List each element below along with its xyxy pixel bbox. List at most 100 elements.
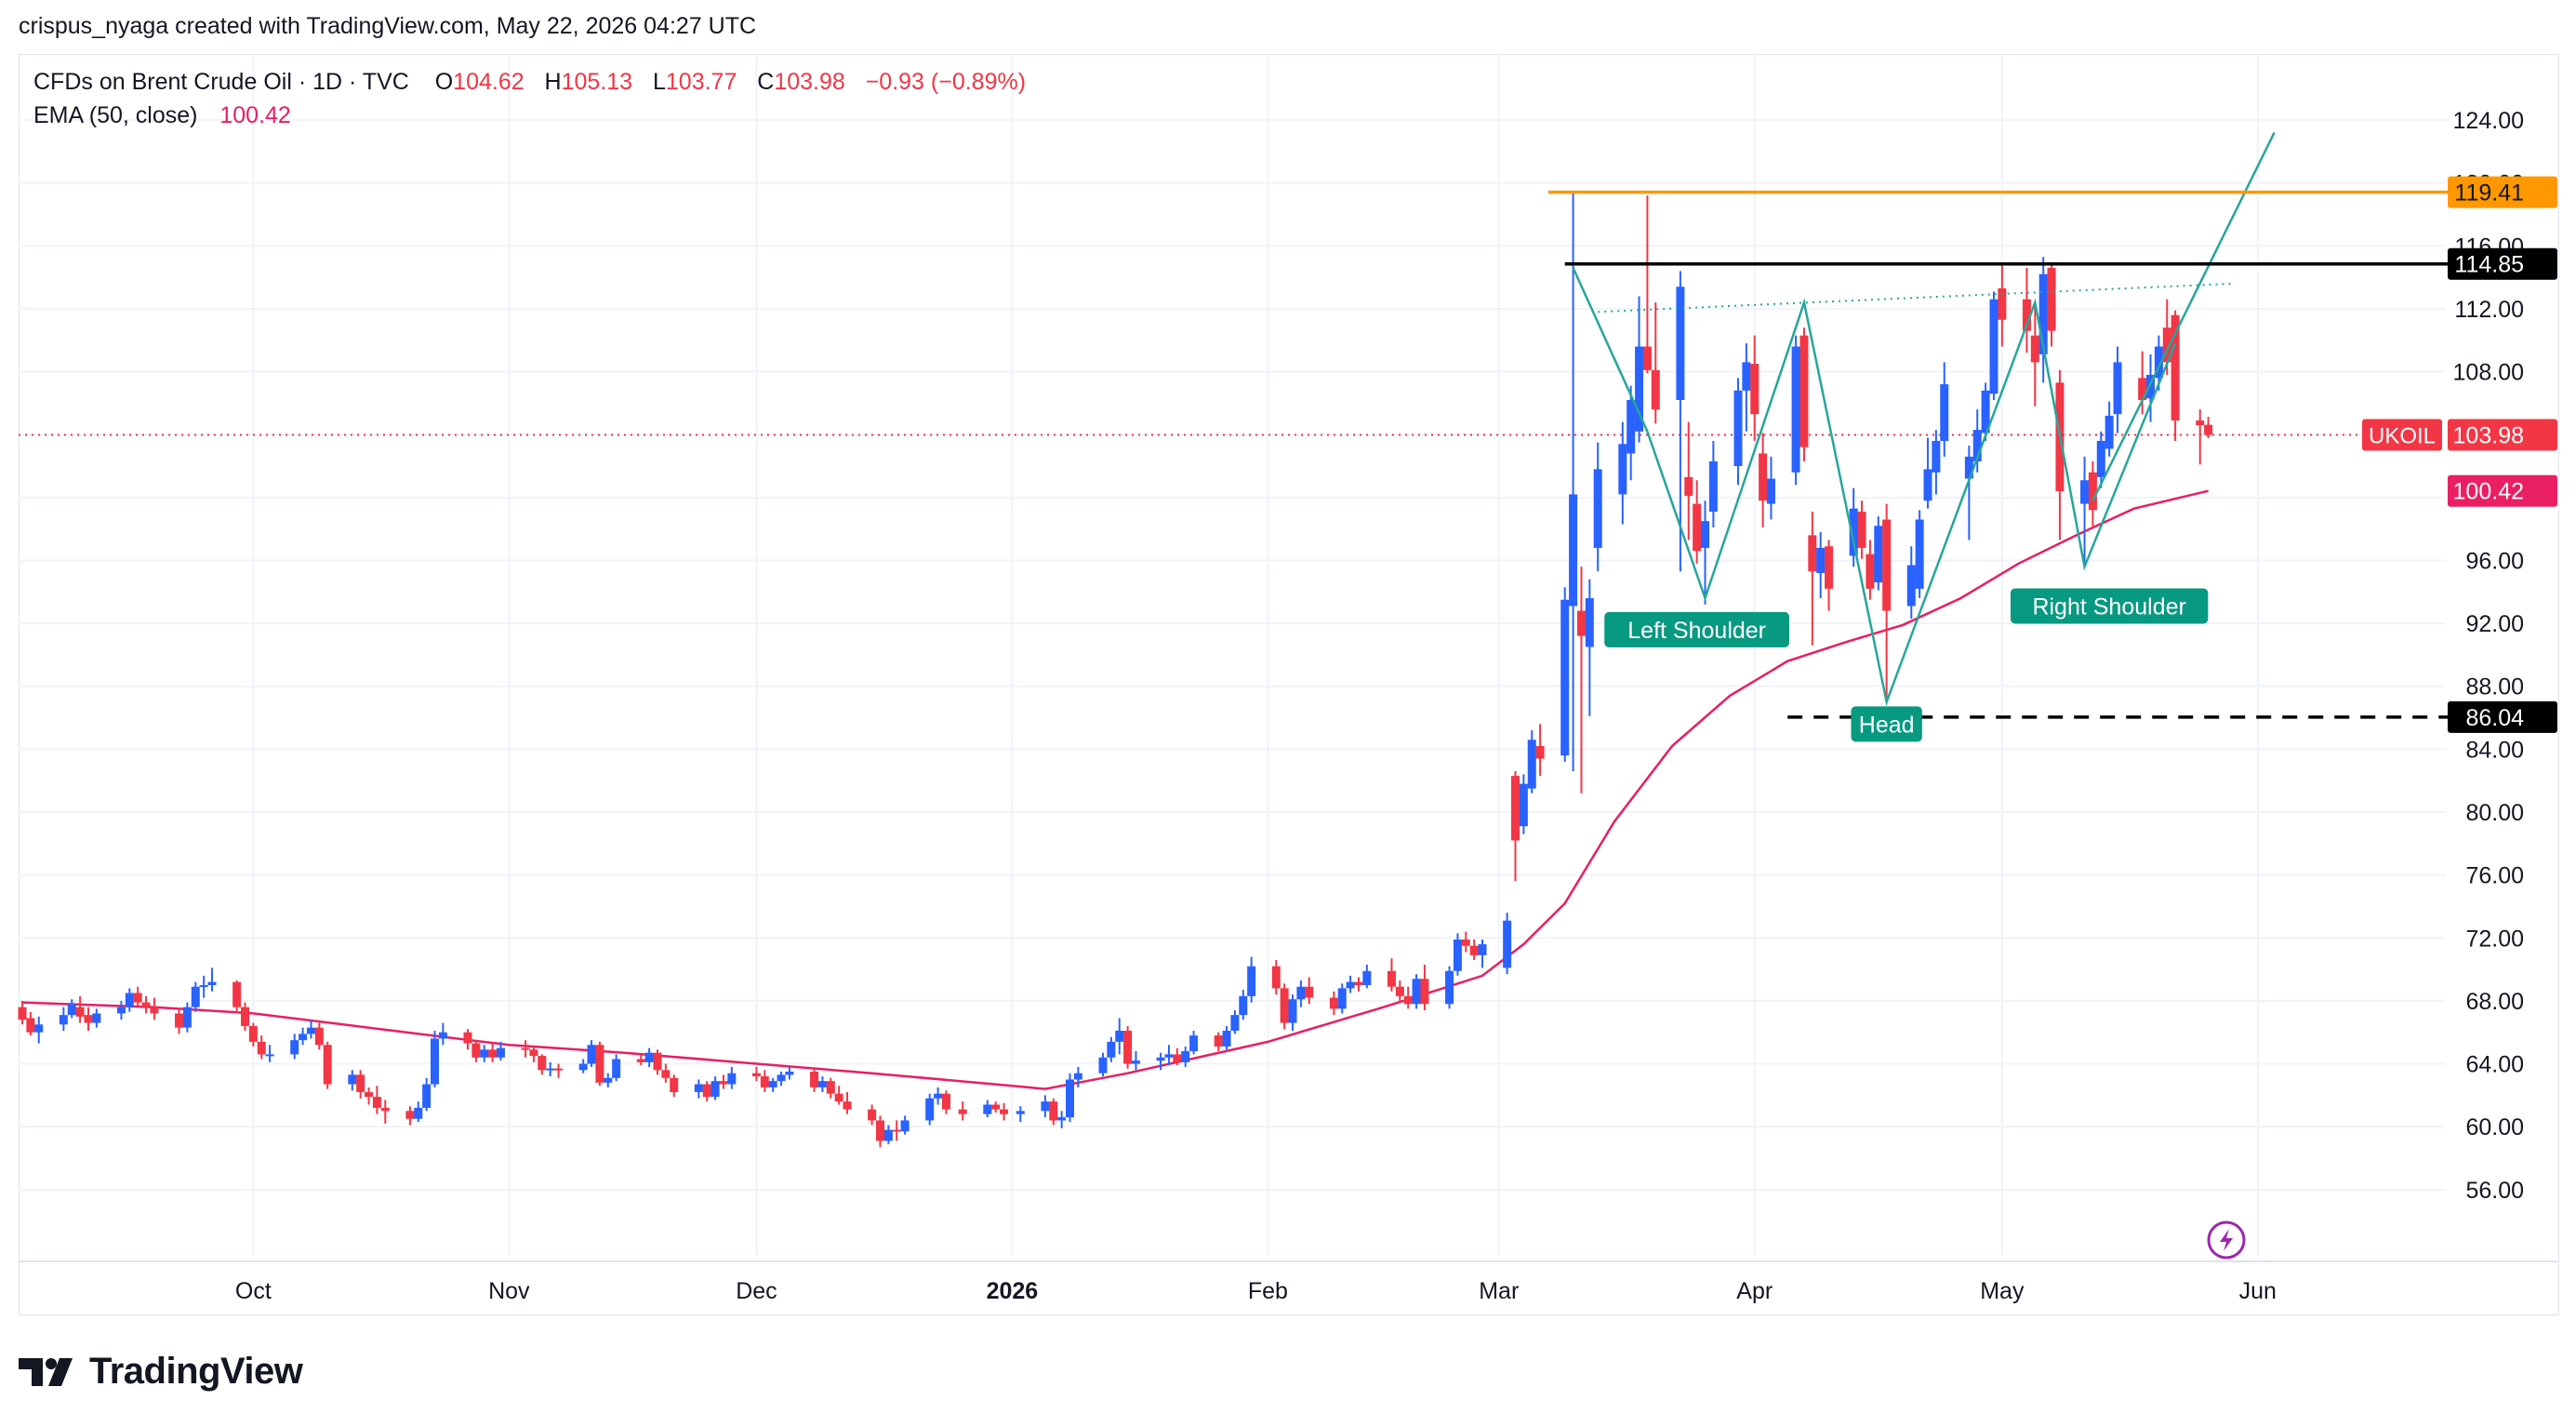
candle-body: [1519, 783, 1528, 827]
candle: [1288, 994, 1297, 1032]
candle-body: [1230, 1015, 1240, 1032]
price-tag: 119.41: [2448, 176, 2557, 208]
candle-body: [1825, 546, 1834, 589]
price-tag-value: 119.41: [2454, 180, 2524, 207]
candle-body: [727, 1073, 737, 1085]
close-value: 103.98: [774, 69, 845, 95]
candle-body: [348, 1074, 357, 1085]
candle-body: [834, 1093, 843, 1102]
price-tick-label: 60.00: [2465, 1114, 2524, 1140]
candle: [2096, 431, 2105, 488]
pattern-label[interactable]: Right Shoulder: [2010, 588, 2209, 624]
candle: [1123, 1025, 1133, 1069]
candle: [958, 1101, 967, 1121]
price-tag-bg: [2448, 247, 2557, 280]
price-tick-label: 56.00: [2465, 1178, 2524, 1204]
tradingview-logo[interactable]: TradingView: [19, 1351, 303, 1393]
candle: [1684, 421, 1693, 540]
candle-body: [1346, 981, 1355, 989]
candle-body: [365, 1091, 374, 1098]
candle-body: [1469, 945, 1479, 955]
candle: [240, 1002, 249, 1032]
candle: [1115, 1018, 1124, 1055]
candle: [1098, 1052, 1108, 1077]
change-value: −0.93 (−0.89%): [865, 69, 1027, 95]
candle-body: [2171, 314, 2180, 420]
candle-body: [1923, 469, 1932, 501]
candle: [900, 1115, 910, 1135]
candle-body: [983, 1104, 992, 1114]
candle: [257, 1035, 266, 1060]
candle: [1535, 724, 1545, 777]
ema-label[interactable]: EMA (50, close): [33, 102, 198, 128]
pattern-label[interactable]: Head: [1851, 706, 1922, 742]
candle: [1107, 1036, 1116, 1062]
candle-body: [777, 1074, 786, 1082]
candle-body: [372, 1097, 381, 1108]
candle-body: [2022, 299, 2031, 331]
price-tag-value: 114.85: [2454, 252, 2524, 278]
pattern-label-text: Left Shoulder: [1627, 618, 1766, 644]
candle: [1742, 343, 1751, 432]
candle-body: [843, 1101, 852, 1110]
candle-body: [1651, 369, 1660, 410]
lightning-icon[interactable]: [2207, 1220, 2246, 1260]
pattern-label[interactable]: Left Shoulder: [1604, 611, 1790, 647]
candle: [1478, 939, 1487, 968]
candle-body: [431, 1038, 440, 1085]
candle: [1627, 385, 1636, 481]
candle-body: [1627, 399, 1636, 454]
low-label: L: [652, 69, 666, 95]
candle: [636, 1054, 645, 1066]
candle-body: [521, 1047, 530, 1050]
candle-body: [612, 1059, 621, 1078]
candle-body: [1816, 547, 1826, 573]
price-chart[interactable]: Left Shoulder Head Right Shoulder 56.00 60.…: [0, 0, 2576, 1321]
price-tick-label: 68.00: [2465, 989, 2524, 1015]
candle: [496, 1041, 505, 1061]
candle: [1337, 983, 1347, 1014]
high-value: 105.13: [561, 69, 633, 95]
symbol-name[interactable]: CFDs on Brent Crude Oil · 1D · TVC: [33, 69, 409, 95]
candle-body: [414, 1107, 423, 1119]
candle: [2022, 267, 2031, 353]
candle-body: [2138, 378, 2147, 400]
candle-body: [1222, 1031, 1231, 1047]
price-tick-label: 88.00: [2465, 674, 2524, 700]
candle-body: [785, 1072, 794, 1075]
price-tag-bg: [2448, 419, 2557, 451]
candle-body: [405, 1111, 415, 1119]
candle-body: [934, 1093, 943, 1099]
candle-body: [116, 1007, 126, 1014]
candle-body: [240, 1007, 249, 1026]
candle: [2196, 409, 2205, 465]
candle-body: [75, 1007, 85, 1017]
candle-body: [1791, 346, 1800, 473]
candle: [1560, 587, 1570, 762]
candle-body: [760, 1076, 769, 1087]
candle-body: [1932, 440, 1941, 473]
candle-body: [290, 1040, 299, 1055]
candle-body: [1280, 988, 1289, 1023]
candles: [18, 192, 2213, 1148]
candle: [883, 1125, 893, 1144]
candle: [1453, 933, 1462, 976]
candle-body: [1478, 944, 1487, 955]
price-tag: 100.42: [2448, 474, 2557, 507]
candle: [843, 1091, 852, 1114]
candle: [1000, 1102, 1009, 1121]
candle: [1766, 456, 1775, 520]
candle-body: [1989, 299, 1998, 394]
candle: [1759, 433, 1768, 527]
candle-body: [1527, 740, 1536, 789]
candle-body: [702, 1084, 711, 1098]
candle-body: [1849, 508, 1858, 556]
chart-panel[interactable]: [19, 54, 2559, 1315]
pattern-label-bg: [1851, 706, 1922, 742]
candle: [1651, 302, 1660, 424]
candle: [710, 1076, 720, 1100]
candle-body: [1915, 519, 1924, 589]
candle-body: [868, 1109, 877, 1121]
candle: [372, 1086, 381, 1114]
candle-body: [892, 1129, 901, 1132]
